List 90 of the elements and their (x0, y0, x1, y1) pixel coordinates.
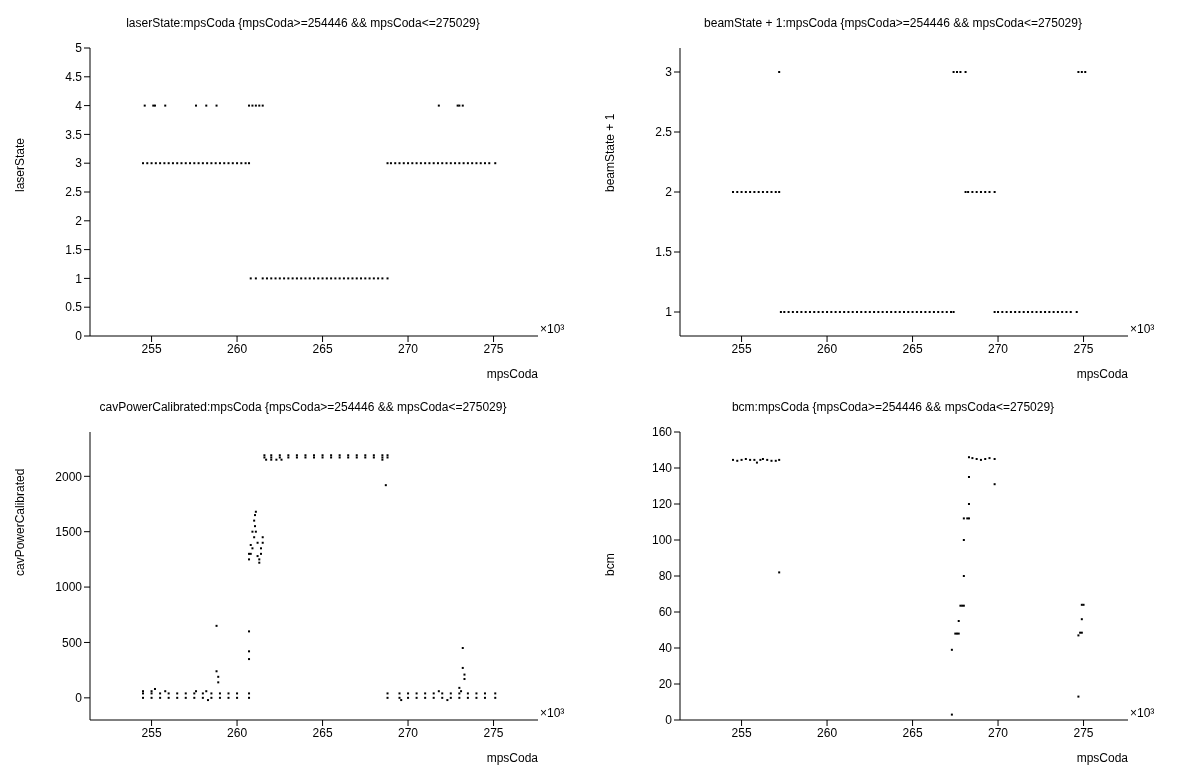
point (967, 456, 970, 459)
x-tick-label: 255 (731, 725, 752, 740)
point (1080, 618, 1083, 621)
y-tick-label: 5 (75, 41, 83, 56)
point (954, 632, 957, 635)
point (971, 457, 974, 460)
y-tick-label: 2 (75, 214, 83, 229)
y-tick-label: 160 (651, 425, 673, 440)
y-tick-label: 4.5 (65, 70, 83, 85)
x-tick-label: 265 (312, 725, 333, 740)
point (755, 461, 758, 464)
y-tick-label: 1000 (55, 580, 83, 595)
x-axis-title: mpsCoda (486, 367, 539, 381)
point (774, 459, 777, 462)
x-tick-label: 255 (141, 725, 162, 740)
x-tick-label: 270 (398, 341, 419, 356)
y-tick-label: 0.5 (65, 300, 83, 315)
y-tick-label: 1500 (55, 524, 83, 539)
y-axis-title: bcm (603, 553, 618, 576)
x-tick-label: 265 (902, 341, 923, 356)
point (1077, 695, 1080, 698)
point (749, 458, 752, 461)
y-tick-label: 60 (658, 605, 673, 620)
chart-title: beamState + 1:mpsCoda {mpsCoda>=254446 && mpsCoda<=275029} (703, 15, 1083, 32)
x-tick-label: 255 (731, 341, 752, 356)
x-tick-label: 275 (1073, 341, 1094, 356)
x-axis-title: mpsCoda (1076, 751, 1129, 765)
y-tick-label: 40 (658, 641, 673, 656)
y-tick-label: 0 (75, 329, 83, 344)
y-tick-label: 120 (651, 497, 673, 512)
point (962, 517, 965, 520)
y-tick-label: 500 (61, 635, 83, 650)
point (766, 458, 769, 461)
y-tick-label: 20 (658, 677, 673, 692)
chart-title: cavPowerCalibrated:mpsCoda {mpsCoda>=254446 && mpsCoda<=275029} (98, 399, 508, 416)
y-tick-label: 1 (75, 271, 83, 286)
y-tick-label: 0 (75, 691, 83, 706)
y-axis-title: beamState + 1 (603, 113, 618, 192)
y-axis-title: laserState (13, 137, 28, 192)
x-tick-label: 260 (817, 725, 838, 740)
x-tick-label: 275 (483, 725, 504, 740)
point (778, 458, 781, 461)
text: ×10³ (1130, 706, 1155, 720)
point (988, 457, 991, 460)
x-tick-label: 275 (1073, 725, 1094, 740)
text: ×10³ (540, 706, 565, 720)
y-tick-label: 1.5 (655, 245, 673, 260)
point (736, 459, 739, 462)
y-tick-label: 1 (665, 305, 673, 320)
point (959, 604, 962, 607)
point (778, 571, 781, 574)
x-tick-label: 260 (227, 341, 248, 356)
text: ×10³ (540, 322, 565, 336)
x-axis-title: mpsCoda (1076, 367, 1129, 381)
y-axis-title: cavPowerCalibrated (13, 468, 28, 576)
point (732, 458, 735, 461)
y-tick-label: 0 (665, 713, 673, 728)
x-tick-label: 255 (141, 341, 162, 356)
point (950, 648, 953, 651)
point (1077, 634, 1080, 637)
y-tick-label: 2 (665, 185, 673, 200)
y-tick-label: 80 (658, 569, 673, 584)
x-axis-title: mpsCoda (486, 751, 539, 765)
x-tick-label: 260 (227, 725, 248, 740)
point (740, 458, 743, 461)
y-tick-label: 1.5 (65, 242, 83, 257)
chart-title: bcm:mpsCoda {mpsCoda>=254446 && mpsCoda<=275029} (730, 399, 1056, 416)
y-tick-label: 3 (665, 65, 673, 80)
point (950, 713, 953, 716)
x-tick-label: 270 (398, 725, 419, 740)
point (993, 483, 996, 486)
chart-title: laserState:mpsCoda {mpsCoda>=254446 && mpsCoda<=275029} (125, 15, 481, 32)
point (770, 459, 773, 462)
point (979, 458, 982, 461)
x-tick-label: 260 (817, 341, 838, 356)
point (753, 458, 756, 461)
y-tick-label: 2.5 (655, 125, 673, 140)
x-tick-label: 275 (483, 341, 504, 356)
x-tick-label: 265 (902, 725, 923, 740)
x-tick-label: 265 (312, 341, 333, 356)
y-tick-label: 100 (651, 533, 673, 548)
y-tick-label: 2.5 (65, 185, 83, 200)
y-tick-label: 3 (75, 156, 83, 171)
y-tick-label: 140 (651, 461, 673, 476)
y-tick-label: 3.5 (65, 127, 83, 142)
x-tick-label: 270 (988, 341, 1009, 356)
y-tick-label: 2000 (55, 469, 83, 484)
text: ×10³ (1130, 322, 1155, 336)
x-tick-label: 270 (988, 725, 1009, 740)
y-tick-label: 4 (75, 98, 83, 113)
